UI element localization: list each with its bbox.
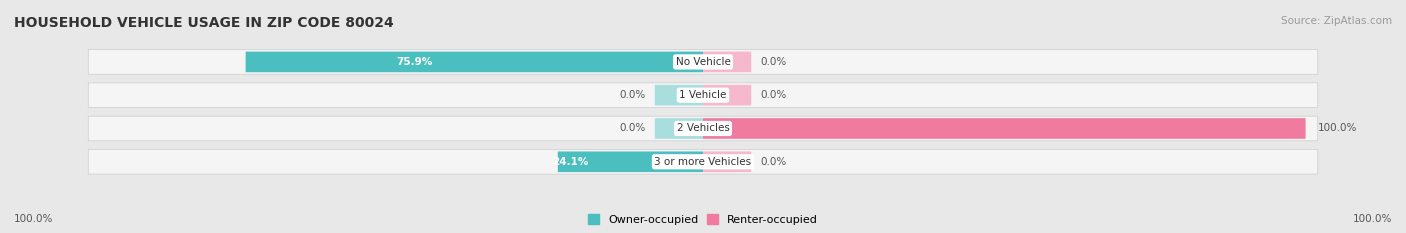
Text: HOUSEHOLD VEHICLE USAGE IN ZIP CODE 80024: HOUSEHOLD VEHICLE USAGE IN ZIP CODE 8002… [14,16,394,30]
FancyBboxPatch shape [655,85,703,106]
FancyBboxPatch shape [246,51,703,72]
FancyBboxPatch shape [89,116,1317,141]
FancyBboxPatch shape [655,118,703,139]
Text: 0.0%: 0.0% [761,157,786,167]
Text: No Vehicle: No Vehicle [675,57,731,67]
Text: 0.0%: 0.0% [620,123,645,134]
FancyBboxPatch shape [558,151,703,172]
FancyBboxPatch shape [703,51,751,72]
Text: 0.0%: 0.0% [620,90,645,100]
Text: Source: ZipAtlas.com: Source: ZipAtlas.com [1281,16,1392,26]
Text: 100.0%: 100.0% [14,214,53,224]
FancyBboxPatch shape [703,118,1306,139]
Text: 3 or more Vehicles: 3 or more Vehicles [654,157,752,167]
Text: 100.0%: 100.0% [1317,123,1357,134]
Text: 2 Vehicles: 2 Vehicles [676,123,730,134]
FancyBboxPatch shape [703,85,751,106]
FancyBboxPatch shape [703,151,751,172]
FancyBboxPatch shape [89,50,1317,74]
FancyBboxPatch shape [89,83,1317,107]
Text: 0.0%: 0.0% [761,57,786,67]
FancyBboxPatch shape [89,149,1317,174]
Legend: Owner-occupied, Renter-occupied: Owner-occupied, Renter-occupied [583,210,823,229]
Text: 100.0%: 100.0% [1353,214,1392,224]
Text: 24.1%: 24.1% [553,157,588,167]
Text: 0.0%: 0.0% [761,90,786,100]
Text: 1 Vehicle: 1 Vehicle [679,90,727,100]
Text: 75.9%: 75.9% [396,57,432,67]
